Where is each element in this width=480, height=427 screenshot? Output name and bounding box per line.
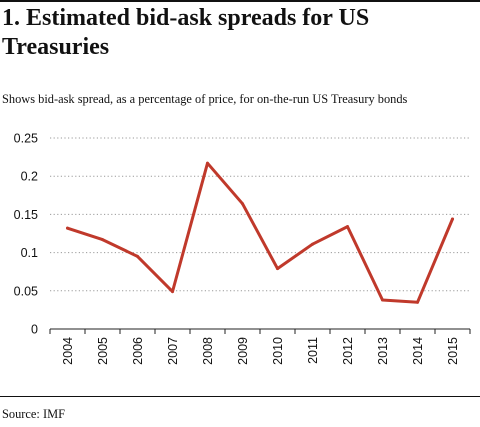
x-tick-label: 2009 bbox=[236, 337, 250, 365]
y-tick-label: 0.1 bbox=[21, 246, 38, 260]
data-point bbox=[206, 161, 209, 165]
data-point bbox=[171, 290, 174, 294]
x-tick-label: 2006 bbox=[131, 337, 145, 365]
series-line-0 bbox=[66, 161, 454, 304]
data-point bbox=[416, 300, 419, 304]
chart-title: 1. Estimated bid-ask spreads for US Trea… bbox=[2, 5, 370, 60]
data-point bbox=[381, 298, 384, 302]
top-rule bbox=[0, 0, 480, 2]
x-tick-label: 2005 bbox=[96, 337, 110, 365]
x-tick-label: 2015 bbox=[446, 337, 460, 365]
line-chart: 0.25 0.2 0.15 0.1 0.05 0 2004 2005 2006 2007 2008… bbox=[14, 132, 471, 365]
y-tick-label: 0.2 bbox=[21, 170, 38, 184]
y-axis-ticks: 0.25 0.2 0.15 0.1 0.05 0 bbox=[14, 132, 38, 337]
data-point bbox=[311, 242, 314, 246]
source-rule bbox=[0, 396, 480, 397]
x-tick-label: 2011 bbox=[306, 337, 320, 364]
x-tick-label: 2012 bbox=[341, 337, 355, 365]
series-group bbox=[66, 161, 454, 304]
x-axis-ticks: 2004 2005 2006 2007 2008 2009 2010 2011 2012 2013… bbox=[49, 329, 471, 365]
x-tick-label: 2013 bbox=[376, 337, 390, 365]
x-tick-label: 2004 bbox=[61, 337, 75, 365]
y-tick-label: 0 bbox=[31, 323, 38, 337]
data-point bbox=[136, 254, 139, 258]
y-tick-label: 0.25 bbox=[14, 132, 38, 146]
data-point bbox=[451, 217, 454, 221]
data-point bbox=[276, 267, 279, 271]
x-tick-label: 2014 bbox=[411, 337, 425, 365]
y-tick-label: 0.05 bbox=[14, 284, 38, 298]
x-tick-label: 2007 bbox=[166, 337, 180, 365]
data-point bbox=[101, 238, 104, 242]
x-tick-label: 2008 bbox=[201, 337, 215, 365]
y-tick-label: 0.15 bbox=[14, 208, 38, 222]
data-point bbox=[241, 202, 244, 206]
source-note: Source: IMF bbox=[2, 407, 65, 421]
x-tick-label: 2010 bbox=[271, 337, 285, 365]
gridlines bbox=[50, 137, 470, 292]
data-point bbox=[66, 226, 69, 230]
data-point bbox=[346, 225, 349, 229]
chart-subtitle: Shows bid-ask spread, as a percentage of… bbox=[2, 92, 408, 106]
